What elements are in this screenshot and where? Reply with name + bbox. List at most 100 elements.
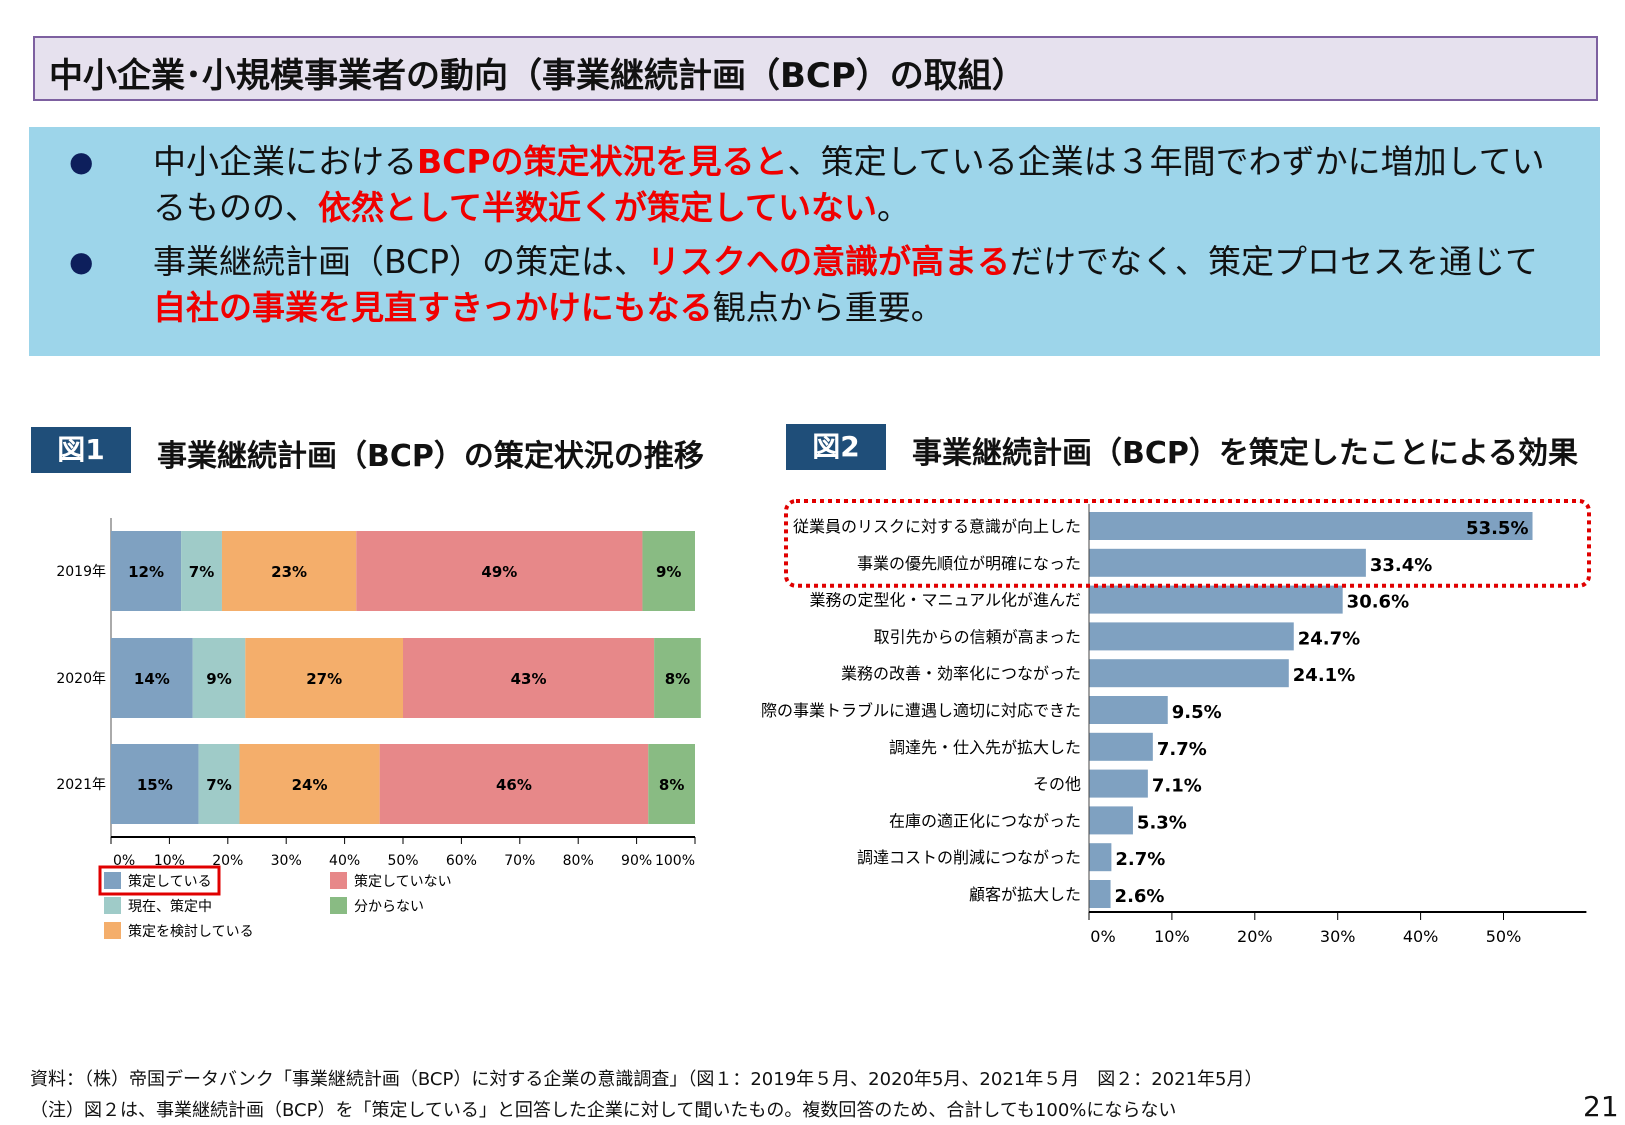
emphasis-text: 自社の事業を見直すきっかけにもなる [153, 288, 713, 327]
legend-swatch [104, 922, 121, 939]
data-label: 27% [306, 670, 342, 688]
bullet-icon: ● [69, 245, 94, 278]
x-tick-label: 20% [212, 853, 243, 869]
data-label: 7.7% [1157, 739, 1207, 760]
category-label: 取引先からの信頼が高まった [874, 627, 1081, 646]
bar-segment [654, 638, 701, 718]
data-label: 8% [659, 776, 684, 794]
bar-segment [648, 744, 695, 824]
body-text: だけでなく、策定プロセスを通じて [1010, 242, 1539, 281]
x-tick-label: 70% [504, 853, 535, 869]
data-label: 12% [128, 563, 164, 581]
note: （注）図２は、事業継続計画（BCP）を「策定している」と回答した企業に対して聞い… [30, 1100, 1177, 1121]
figure1-title: 事業継続計画（BCP）の策定状況の推移 [157, 439, 704, 474]
legend-swatch [104, 872, 121, 889]
y-tick-label: 2020年 [56, 671, 106, 687]
category-label: 顧客が拡大した [969, 885, 1081, 904]
bar-segment [111, 744, 199, 824]
summary-box: ● 中小企業におけるBCPの策定状況を見ると、策定している企業は３年間でわずかに… [29, 127, 1600, 356]
category-label: 在庫の適正化につながった [889, 811, 1081, 830]
bar [1089, 622, 1294, 651]
bar-segment [198, 744, 240, 824]
bar [1089, 806, 1133, 835]
legend-label: 現在、策定中 [128, 898, 212, 915]
x-tick-label: 50% [1486, 927, 1522, 946]
data-label: 43% [511, 670, 547, 688]
page-title-box: 中小企業･小規模事業者の動向（事業継続計画（BCP）の取組） [33, 36, 1598, 101]
bar [1089, 732, 1153, 761]
data-label: 5.3% [1137, 812, 1187, 833]
body-text: 事業継続計画（BCP）の策定は、 [153, 242, 648, 281]
legend-swatch [330, 897, 347, 914]
category-label: 調達コストの削減につながった [857, 848, 1081, 867]
bar-segment [403, 638, 655, 718]
bar [1089, 880, 1111, 908]
figure2-tag: 図2 [786, 424, 886, 470]
x-tick-label: 0% [113, 853, 135, 869]
data-label: 7% [206, 776, 231, 794]
summary-bullet-2: ● 事業継続計画（BCP）の策定は、リスクへの意識が高まるだけでなく、策定プロセ… [69, 239, 1549, 331]
bullet-icon: ● [69, 145, 94, 178]
bar-segment [111, 531, 182, 611]
y-tick-label: 2021年 [56, 777, 106, 793]
data-label: 46% [496, 776, 532, 794]
bar [1089, 659, 1289, 688]
data-label: 15% [137, 776, 173, 794]
x-tick-label: 90% [621, 853, 652, 869]
y-tick-label: 2019年 [56, 564, 106, 580]
legend-label: 策定している [128, 873, 212, 890]
source-note: 資料：（株）帝国データバンク「事業継続計画（BCP）に対する企業の意識調査」（図… [30, 1069, 1263, 1090]
category-label: 実際の事業トラブルに遭遇し適切に対応できた [760, 701, 1081, 720]
data-label: 8% [665, 670, 690, 688]
figure2-title: 事業継続計画（BCP）を策定したことによる効果 [912, 436, 1578, 471]
data-label: 49% [481, 563, 517, 581]
figure1-tag: 図1 [31, 427, 131, 473]
data-label: 9% [206, 670, 231, 688]
bcp-effect-chart: 従業員のリスクに対する意識が向上した 53.5% 事業の優先順位が明確になった 33.… [760, 499, 1591, 946]
x-tick-label: 60% [446, 853, 477, 869]
bar [1089, 696, 1168, 724]
category-label: その他 [1033, 775, 1081, 794]
legend-label: 策定を検討している [128, 923, 254, 940]
data-label: 9% [656, 563, 681, 581]
bar-segment [642, 531, 695, 611]
legend-swatch [104, 897, 121, 914]
bullet-text: 中小企業におけるBCPの策定状況を見ると、策定している企業は３年間でわずかに増加… [153, 139, 1549, 231]
legend-swatch [330, 872, 347, 889]
legend-highlight-box [98, 865, 221, 896]
x-tick-label: 40% [1403, 927, 1439, 946]
page-title: 中小企業･小規模事業者の動向（事業継続計画（BCP）の取組） [49, 56, 1026, 96]
bar-segment [192, 638, 246, 718]
page-number: 21 [1583, 1090, 1619, 1123]
bar-segment [356, 531, 643, 611]
x-tick-label: 40% [329, 853, 360, 869]
data-label: 24.1% [1293, 665, 1355, 686]
bar-segment [245, 638, 403, 718]
data-label: 24.7% [1298, 628, 1360, 649]
data-label: 30.6% [1347, 592, 1409, 613]
category-label: 従業員のリスクに対する意識が向上した [793, 517, 1081, 536]
data-label: 33.4% [1370, 555, 1432, 576]
body-text: 、策定している企業は３年間でわずかに増加しているものの、 [153, 142, 1545, 227]
data-label: 24% [292, 776, 328, 794]
legend-label: 分からない [354, 899, 424, 915]
data-label: 23% [271, 563, 307, 581]
summary-bullet-1: ● 中小企業におけるBCPの策定状況を見ると、策定している企業は３年間でわずかに… [69, 139, 1549, 231]
category-label: 事業の優先順位が明確になった [857, 554, 1081, 573]
body-text: 観点から重要。 [712, 288, 944, 327]
bar-segment [239, 744, 380, 824]
data-label: 7.1% [1152, 776, 1202, 797]
bar-segment [379, 744, 649, 824]
body-text: 。 [877, 188, 911, 227]
emphasis-text: リスクへの意識が高まる [647, 242, 1011, 281]
data-label: 9.5% [1172, 702, 1222, 723]
legend-label: 策定していない [354, 873, 452, 890]
data-label: 2.7% [1115, 849, 1165, 870]
bar [1089, 843, 1112, 872]
bar-segment [221, 531, 357, 611]
x-tick-label: 30% [1320, 927, 1356, 946]
data-label: 53.5% [1466, 518, 1528, 539]
bar-segment [111, 638, 193, 718]
data-label: 14% [134, 670, 170, 688]
emphasis-text: 依然として半数近くが策定していない [318, 188, 878, 227]
